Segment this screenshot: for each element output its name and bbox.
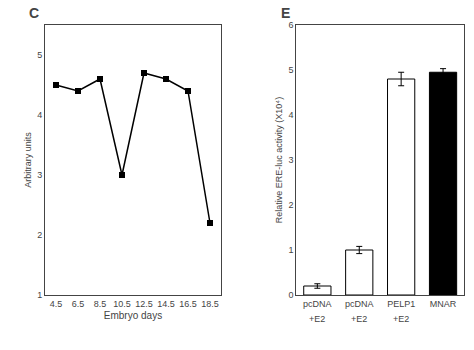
svg-text:4.5: 4.5 bbox=[50, 299, 63, 309]
svg-text:1: 1 bbox=[289, 245, 294, 255]
svg-text:2: 2 bbox=[289, 200, 294, 210]
svg-text:10.5: 10.5 bbox=[113, 299, 131, 309]
svg-text:+E2: +E2 bbox=[393, 314, 409, 324]
svg-text:3: 3 bbox=[37, 170, 42, 180]
svg-text:4: 4 bbox=[289, 110, 294, 120]
svg-text:MNAR: MNAR bbox=[430, 299, 457, 309]
svg-text:PELP1: PELP1 bbox=[387, 299, 415, 309]
svg-text:+E2: +E2 bbox=[309, 314, 325, 324]
svg-text:12.5: 12.5 bbox=[135, 299, 153, 309]
svg-text:C: C bbox=[29, 5, 39, 21]
svg-text:6.5: 6.5 bbox=[72, 299, 85, 309]
svg-text:3: 3 bbox=[289, 155, 294, 165]
svg-text:2: 2 bbox=[37, 230, 42, 240]
svg-text:pcDNA: pcDNA bbox=[345, 299, 374, 309]
svg-text:Arbitrary units: Arbitrary units bbox=[23, 132, 33, 188]
svg-text:Relative ERE-luc activity (X10: Relative ERE-luc activity (X10⁴) bbox=[274, 97, 284, 223]
svg-text:E: E bbox=[281, 5, 290, 21]
svg-text:5: 5 bbox=[289, 65, 294, 75]
svg-text:+E2: +E2 bbox=[351, 314, 367, 324]
svg-text:14.5: 14.5 bbox=[157, 299, 175, 309]
svg-text:4: 4 bbox=[37, 110, 42, 120]
svg-text:Embryo days: Embryo days bbox=[104, 310, 162, 321]
svg-text:6: 6 bbox=[289, 20, 294, 30]
svg-text:8.5: 8.5 bbox=[94, 299, 107, 309]
svg-text:16.5: 16.5 bbox=[179, 299, 197, 309]
svg-text:pcDNA: pcDNA bbox=[303, 299, 332, 309]
svg-text:18.5: 18.5 bbox=[201, 299, 219, 309]
svg-text:5: 5 bbox=[37, 50, 42, 60]
svg-text:0: 0 bbox=[289, 290, 294, 300]
svg-text:1: 1 bbox=[37, 290, 42, 300]
